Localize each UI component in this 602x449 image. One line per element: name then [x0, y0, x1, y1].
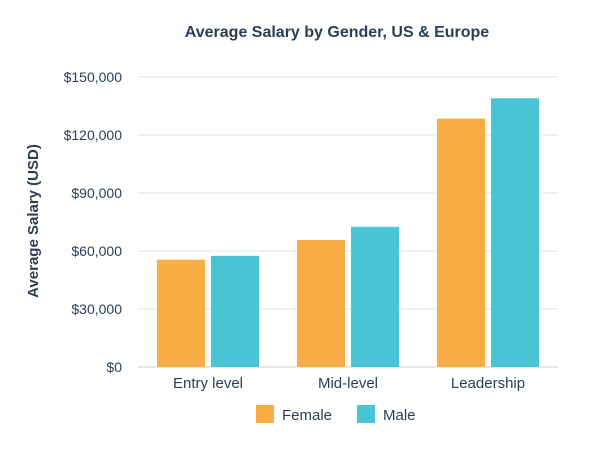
chart-title: Average Salary by Gender, US & Europe: [185, 24, 490, 41]
bar-female-3: [437, 118, 485, 367]
bar-male-2: [351, 226, 399, 367]
y-axis-label: Average Salary (USD): [25, 144, 42, 298]
legend-label-male: Male: [383, 407, 416, 424]
y-tick-label: $120,000: [64, 127, 123, 143]
bar-male-1: [211, 255, 259, 367]
y-tick-label: $90,000: [71, 185, 122, 201]
y-tick-label: $150,000: [64, 69, 123, 85]
y-tick-label: $0: [106, 359, 122, 375]
x-tick-label: Leadership: [451, 375, 525, 392]
x-tick-label: Mid-level: [318, 375, 378, 392]
y-axis-ticks: $0 $30,000 $60,000 $90,000 $120,000 $150,000: [64, 69, 123, 375]
bar-female-2: [297, 239, 345, 367]
y-tick-label: $60,000: [71, 243, 122, 259]
x-axis-ticks: Entry level Mid-level Leadership: [173, 375, 525, 392]
legend-label-female: Female: [282, 407, 332, 424]
y-tick-label: $30,000: [71, 301, 122, 317]
x-tick-label: Entry level: [173, 375, 243, 392]
legend-swatch-male: [357, 405, 375, 423]
gridlines: [138, 76, 558, 368]
bars: [157, 98, 539, 368]
bar-female-1: [157, 259, 205, 367]
legend: Female Male: [256, 405, 416, 424]
legend-swatch-female: [256, 405, 274, 423]
bar-male-3: [491, 98, 539, 368]
